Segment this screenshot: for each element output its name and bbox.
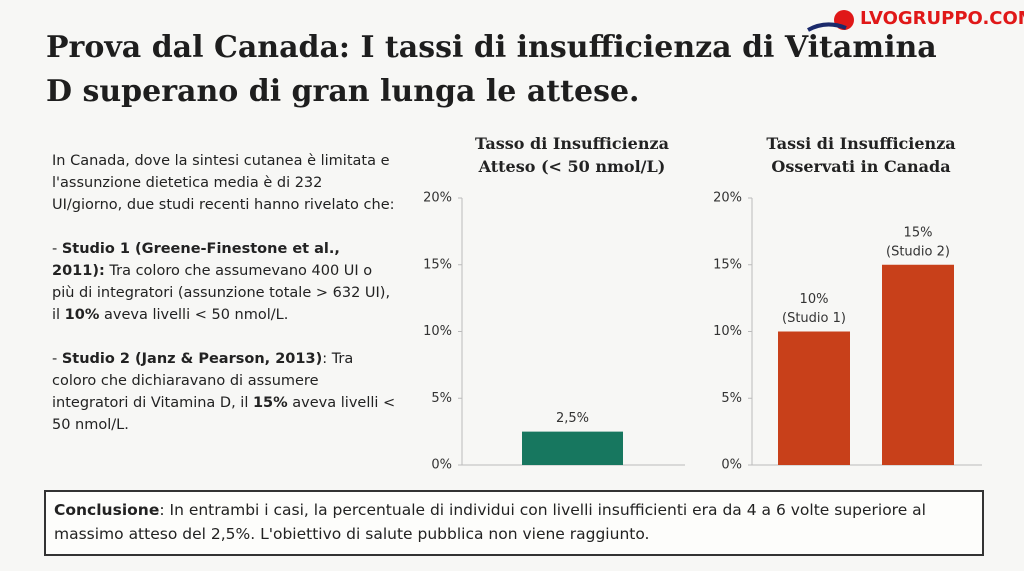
bold-text: 10% [64,307,100,323]
text: aveva livelli < 50 nmol/L. [99,307,289,323]
bar [778,331,850,465]
bold-text: Studio 1 (Greene-Finestone et al., 2011)… [52,241,340,279]
logo-icon [807,10,854,32]
y-tick-label: 10% [423,324,452,339]
y-tick-label: 0% [431,458,452,473]
conclusion: Conclusione: In entrambi i casi, la perc… [44,490,984,556]
study: - Studio 2 (Janz & Pearson, 2013): Tra c… [52,348,397,436]
value-label: 10% [800,292,829,307]
text: : In entrambi i casi, la percentuale di … [54,501,926,543]
y-tick-label: 20% [423,191,452,206]
bold-text: 15% [252,395,288,411]
y-tick-label: 15% [713,257,742,272]
annotation: (Studio 2) [886,244,950,259]
chart-title: Tasso di Insufficienza Atteso (< 50 nmol… [475,134,669,176]
text: aveva livelli < 50 nmol/L. [52,395,396,433]
title: Prova dal Canada: I tassi di insufficien… [46,30,937,109]
value-label: 15% [904,225,933,240]
y-tick-label: 5% [431,391,452,406]
y-tick-label: 0% [721,458,742,473]
study: - Studio 1 (Greene-Finestone et al., 201… [52,238,397,326]
value-label: 2,5% [556,411,589,426]
bar [882,264,954,465]
y-tick-label: 15% [423,257,452,272]
annotation: (Studio 1) [782,311,846,326]
bar [522,431,623,465]
chart-title: Tassi di Insufficienza Osservati in Cana… [766,134,956,176]
bold-text: Conclusione [54,501,160,519]
text: - [52,351,62,367]
text: - [52,241,62,257]
y-tick-label: 20% [713,191,742,206]
intro: In Canada, dove la sintesi cutanea è lim… [52,153,395,213]
logo: LVOGRUPPO.COM [860,8,1024,29]
y-tick-label: 5% [721,391,742,406]
text: : Tra coloro che dichiaravano di assumer… [52,351,354,411]
text-panel: In Canada, dove la sintesi cutanea è lim… [52,150,397,458]
bold-text: Studio 2 (Janz & Pearson, 2013) [61,351,323,367]
y-tick-label: 10% [713,324,742,339]
text: Tra coloro che assumevano 400 UI o più d… [52,263,391,323]
